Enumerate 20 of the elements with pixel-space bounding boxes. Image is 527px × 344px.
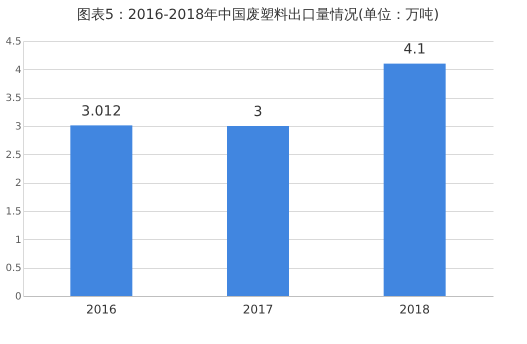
y-tick-label: 1.5	[6, 206, 22, 218]
bar	[70, 125, 132, 296]
y-tick-label: 0.5	[6, 263, 22, 274]
y-tick-label: 2.5	[6, 150, 22, 161]
bar	[227, 126, 289, 296]
x-tick-label: 2016	[86, 302, 117, 316]
y-tick-label: 1	[15, 234, 22, 246]
data-label: 3.012	[81, 103, 122, 120]
y-tick-label: 2	[15, 178, 22, 190]
y-tick-label: 4	[15, 64, 22, 76]
y-tick-label: 3.5	[6, 93, 22, 104]
bar	[384, 64, 446, 296]
y-tick-label: 0	[15, 292, 22, 302]
data-label: 4.1	[404, 42, 426, 58]
y-tick-label: 4.5	[6, 36, 22, 48]
x-tick-label: 2017	[242, 302, 274, 316]
data-label: 3	[254, 104, 262, 120]
chart-title: 图表5：2016-2018年中国废塑料出口量情况(单位：万吨)	[76, 7, 440, 23]
x-tick-label: 2018	[399, 302, 430, 316]
y-tick-label: 3	[15, 122, 22, 132]
